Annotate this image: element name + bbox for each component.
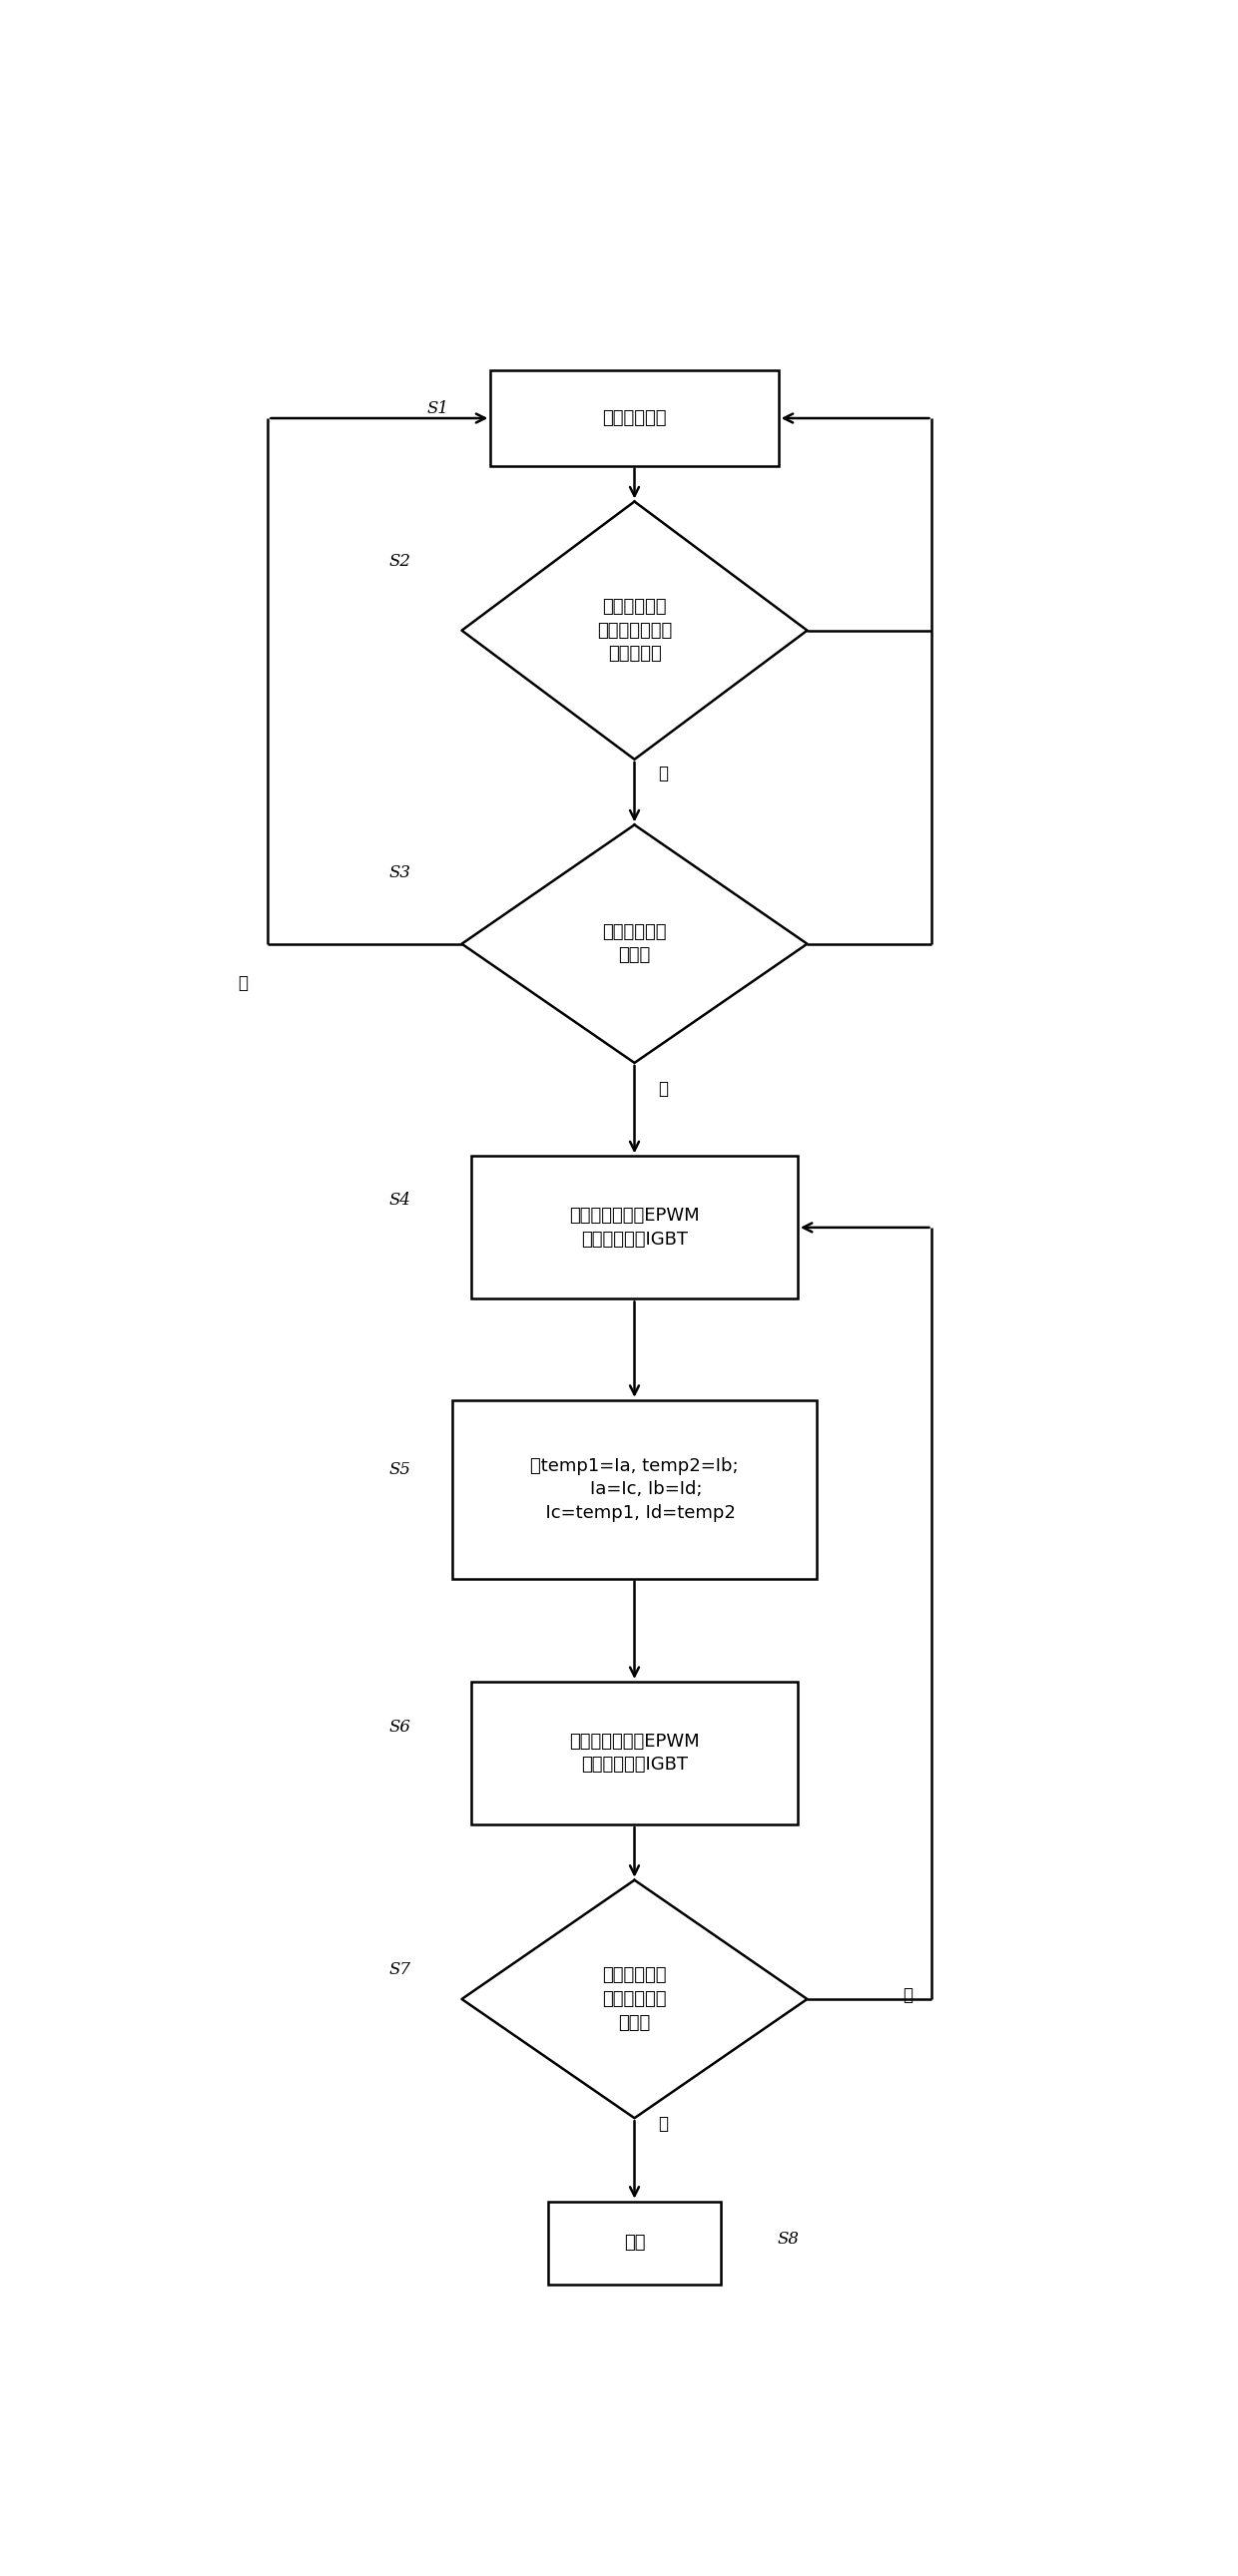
Bar [452,1399,817,1579]
Text: 是: 是 [659,765,669,783]
Text: 否: 否 [659,2115,669,2133]
Text: S8: S8 [777,2231,799,2249]
Text: 电机开始运行: 电机开始运行 [602,410,667,428]
Text: 令temp1=Ia, temp2=Ib;
    Ia=Ic, Ib=Id;
  Ic=temp1, Id=temp2: 令temp1=Ia, temp2=Ib; Ia=Ic, Ib=Id; Ic=te… [530,1458,739,1522]
Text: S5: S5 [389,1461,410,1479]
Text: 否: 否 [659,1079,669,1097]
Text: 电机的电流是
否大于等于预
设电流: 电机的电流是 否大于等于预 设电流 [602,1965,667,2032]
Text: S4: S4 [389,1190,410,1208]
Bar [548,2202,721,2285]
Text: S2: S2 [389,551,410,569]
Bar [490,371,779,466]
Bar [472,1157,797,1298]
Text: 电机停机时，
转速是否大于等
于预设转速: 电机停机时， 转速是否大于等 于预设转速 [597,598,672,662]
Text: 是: 是 [904,1986,914,2004]
Text: S3: S3 [389,863,410,881]
Bar [472,1682,797,1824]
Text: S7: S7 [389,1960,410,1978]
Text: S1: S1 [427,399,448,417]
Text: S6: S6 [389,1718,410,1736]
Text: 打开控制模块的EPWM
使能位来打开IGBT: 打开控制模块的EPWM 使能位来打开IGBT [569,1734,699,1775]
Text: 关闭控制模块的EPWM
使能位来关闭IGBT: 关闭控制模块的EPWM 使能位来关闭IGBT [569,1206,699,1249]
Text: 结束: 结束 [624,2233,645,2251]
Text: 电机的转速是
否为零: 电机的转速是 否为零 [602,922,667,963]
Text: 是: 是 [238,974,248,992]
